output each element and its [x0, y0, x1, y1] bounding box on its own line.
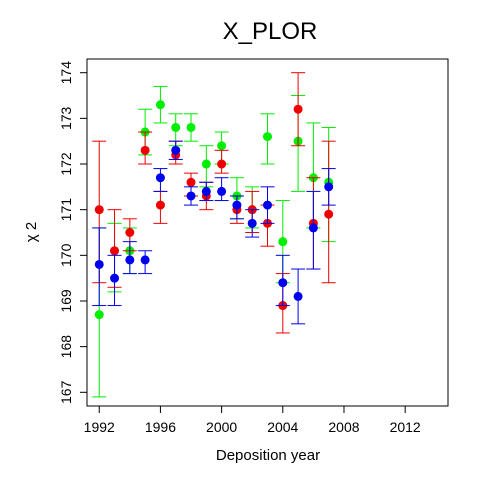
data-point	[155, 173, 165, 183]
data-point	[217, 141, 227, 151]
y-tick-label: 168	[58, 335, 74, 359]
y-tick-label: 174	[58, 61, 74, 85]
data-point	[247, 218, 257, 228]
data-point	[125, 228, 135, 237]
chart-title: X_PLOR	[223, 18, 318, 45]
y-axis-label: χ 2	[23, 222, 40, 242]
x-tick-label: 2004	[267, 419, 298, 435]
data-point	[278, 278, 288, 288]
data-point	[171, 145, 181, 155]
x-tick-label: 2000	[206, 419, 237, 435]
data-point	[308, 223, 318, 233]
data-point	[140, 145, 150, 155]
data-point	[94, 310, 104, 320]
series-2	[92, 140, 336, 325]
data-point	[278, 237, 288, 247]
data-point	[324, 209, 334, 219]
data-point	[186, 122, 196, 132]
y-tick-label: 170	[58, 243, 74, 267]
data-point	[263, 200, 272, 210]
y-tick-label: 169	[58, 289, 74, 313]
x-tick-label: 2008	[328, 419, 359, 435]
series-layer	[92, 72, 336, 398]
x-axis: 1992 1996 2000 2004 2008 2012	[84, 405, 421, 435]
data-point	[125, 255, 135, 265]
x-tick-label: 2012	[390, 419, 421, 435]
y-axis: 167 168 169 170 171 172 173 174	[58, 61, 88, 404]
y-tick-label: 167	[58, 380, 74, 404]
data-point	[171, 122, 181, 132]
data-point	[110, 246, 120, 256]
data-point	[293, 291, 303, 301]
data-point	[263, 132, 272, 142]
data-point	[201, 186, 211, 196]
data-point	[94, 259, 104, 269]
y-tick-label: 173	[58, 106, 74, 130]
x-tick-label: 1996	[145, 419, 176, 435]
data-point	[217, 159, 227, 169]
y-tick-label: 172	[58, 152, 74, 176]
data-point	[293, 104, 303, 114]
data-point	[186, 177, 196, 187]
x-tick-label: 1992	[84, 419, 115, 435]
y-tick-label: 171	[58, 198, 74, 222]
data-point	[140, 255, 150, 265]
data-point	[201, 159, 211, 169]
data-point	[155, 100, 165, 110]
data-point	[155, 200, 165, 210]
x-axis-label: Deposition year	[216, 447, 320, 464]
data-point	[94, 205, 104, 215]
data-point	[232, 200, 242, 210]
data-point	[324, 182, 334, 192]
data-point	[217, 186, 227, 196]
data-point	[186, 191, 196, 201]
data-point	[110, 273, 120, 283]
